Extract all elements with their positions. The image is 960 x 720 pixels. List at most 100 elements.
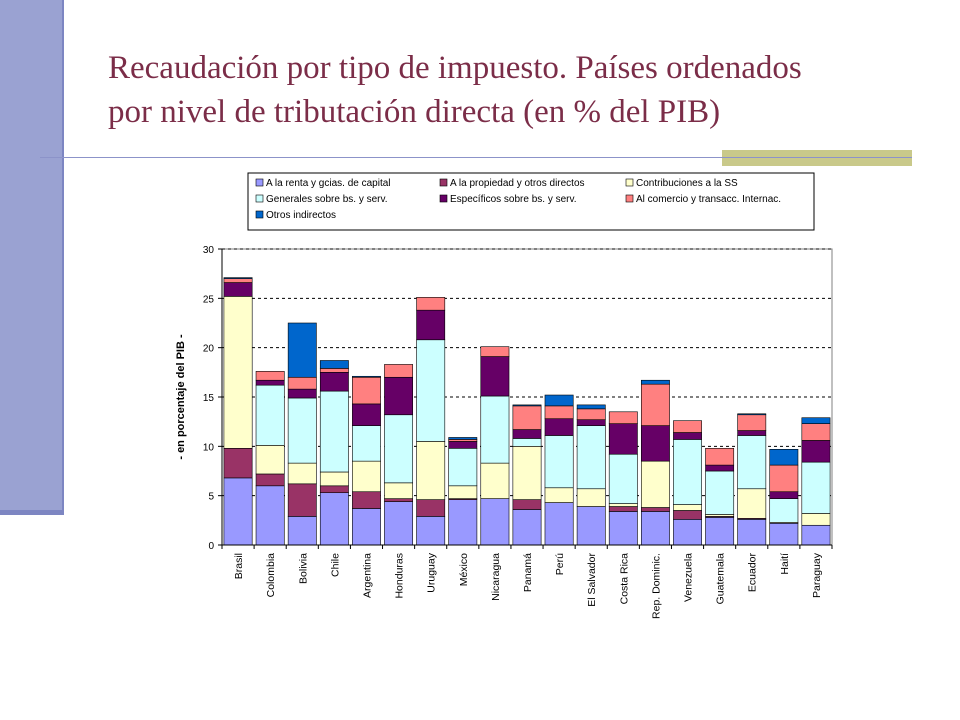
bar-segment xyxy=(544,487,574,503)
legend-item: Al comercio y transacc. Internac. xyxy=(625,194,781,205)
bar-segment xyxy=(223,448,253,479)
bar-segment xyxy=(801,417,831,424)
bar-segment xyxy=(576,506,606,546)
legend-swatch xyxy=(255,210,264,219)
bar-segment xyxy=(384,501,414,546)
bar-stack xyxy=(352,375,381,546)
bar-segment xyxy=(223,282,253,297)
x-tick-label: Honduras xyxy=(394,553,406,599)
bar-segment xyxy=(737,413,767,416)
bar-segment xyxy=(416,297,446,311)
bar-segment xyxy=(576,425,606,490)
bar-segment xyxy=(223,477,253,546)
bar-segment xyxy=(480,462,510,499)
bar-segment xyxy=(352,460,381,493)
y-tick-label: 25 xyxy=(203,294,215,305)
bar-stack xyxy=(801,417,831,546)
legend-label: Generales sobre bs. y serv. xyxy=(266,194,388,205)
title-underline xyxy=(40,157,912,158)
bar-segment xyxy=(480,395,510,464)
bar-segment xyxy=(737,414,767,431)
bar-segment xyxy=(384,414,414,484)
bar-segment xyxy=(480,356,510,397)
bar-segment xyxy=(769,522,799,546)
bar-segment xyxy=(319,372,349,392)
bar-stack xyxy=(608,411,638,546)
bar-segment xyxy=(801,461,831,514)
bar-stack xyxy=(576,404,606,546)
bar-segment xyxy=(640,460,670,508)
x-tick-label: Bolivia xyxy=(297,553,309,584)
bar-segment xyxy=(416,499,446,517)
title-accent-block xyxy=(722,150,912,166)
legend-label: Otros indirectos xyxy=(266,210,336,221)
bar-segment xyxy=(705,517,735,546)
bar-segment xyxy=(352,375,381,378)
x-tick-label: Colombia xyxy=(265,553,277,598)
bar-segment xyxy=(480,346,510,357)
bar-segment xyxy=(576,408,606,420)
x-tick-label: Uruguay xyxy=(426,552,438,592)
y-axis-label: - en porcentaje del PIB - xyxy=(175,334,187,460)
x-axis: Brasil Colombia Bolivia Chile Argentina Hondu… xyxy=(221,544,833,619)
bar-segment xyxy=(673,519,702,546)
bar-segment xyxy=(737,519,767,546)
bar-segment xyxy=(640,379,670,385)
y-tick-label: 5 xyxy=(208,492,214,503)
bar-segment xyxy=(769,491,799,499)
bar-segment xyxy=(512,438,542,447)
legend-label: A la propiedad y otros directos xyxy=(450,178,585,189)
bar-stack xyxy=(416,297,446,546)
bar-segment xyxy=(352,425,381,462)
bar-segment xyxy=(608,453,638,504)
bar-segment xyxy=(512,509,542,546)
x-tick-label: Panamá xyxy=(522,553,534,592)
bar-segment xyxy=(705,448,735,466)
bar-segment xyxy=(416,516,446,546)
slide-title: Recaudación por tipo de impuesto. Países… xyxy=(108,46,908,134)
legend-item: Generales sobre bs. y serv. xyxy=(255,194,388,205)
x-tick-label: Chile xyxy=(329,553,341,577)
bar-segment xyxy=(608,503,638,507)
x-tick-label: Costa Rica xyxy=(618,553,630,605)
slide-title-line-2: por nivel de tributación directa (en % d… xyxy=(108,94,721,130)
bar-stack xyxy=(544,394,574,546)
bar-segment xyxy=(576,404,606,410)
x-tick-label: Ecuador xyxy=(747,552,759,592)
legend-swatch xyxy=(439,178,448,187)
bar-segment xyxy=(673,432,702,440)
y-tick-label: 30 xyxy=(203,245,215,256)
bar-segment xyxy=(448,499,478,546)
bar-segment xyxy=(640,383,670,426)
y-tick-label: 10 xyxy=(203,442,215,453)
bar-segment xyxy=(608,506,638,512)
bar-segment xyxy=(448,441,478,449)
bar-segment xyxy=(448,437,478,440)
bar-segment xyxy=(352,376,381,405)
legend-item: A la renta y gcias. de capital xyxy=(255,178,391,189)
bar-segment xyxy=(223,277,253,279)
legend-item: Específicos sobre bs. y serv. xyxy=(439,194,577,205)
x-tick-label: Haití xyxy=(779,553,791,575)
bar-segment xyxy=(544,405,574,420)
bar-segment xyxy=(673,420,702,433)
y-tick-label: 20 xyxy=(203,344,215,355)
bar-segment xyxy=(319,360,349,369)
bar-segment xyxy=(319,492,349,546)
bar-segment xyxy=(448,448,478,487)
legend-item: Contribuciones a la SS xyxy=(625,178,738,189)
bar-segment xyxy=(673,504,702,511)
bar-segment xyxy=(640,425,670,462)
bar-segment xyxy=(223,278,253,283)
bar-segment xyxy=(608,423,638,455)
y-tick-label: 15 xyxy=(203,393,215,404)
bar-segment xyxy=(384,498,414,502)
slide-side-bar-shadow xyxy=(0,510,64,515)
bar-segment xyxy=(544,502,574,546)
x-tick-label: México xyxy=(458,553,470,586)
legend-swatch xyxy=(625,178,634,187)
x-tick-label: Argentina xyxy=(361,553,373,598)
legend-label: Al comercio y transacc. Internac. xyxy=(636,194,781,205)
legend-label: Específicos sobre bs. y serv. xyxy=(450,194,577,205)
legend-swatch xyxy=(255,178,264,187)
